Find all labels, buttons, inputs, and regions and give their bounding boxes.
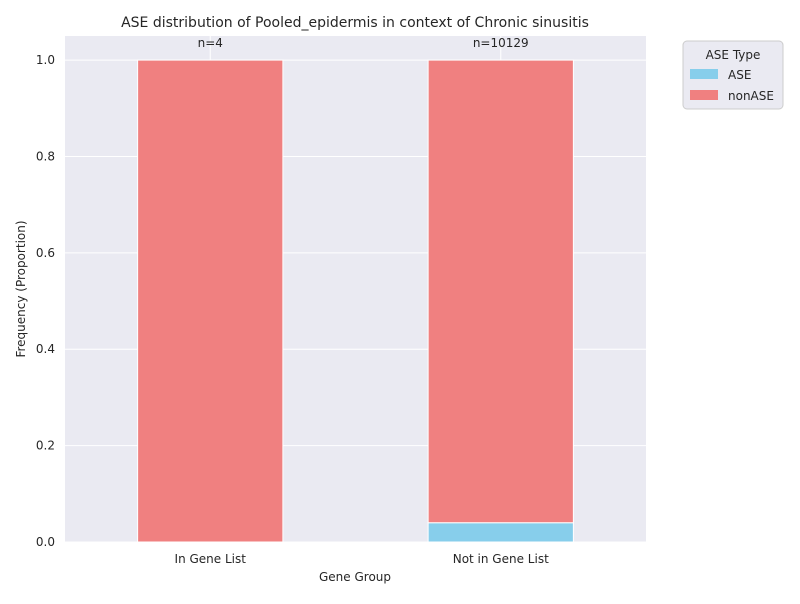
- y-tick-label: 0.6: [36, 246, 55, 260]
- x-tick-label: In Gene List: [175, 552, 247, 566]
- y-tick-label: 0.0: [36, 535, 55, 549]
- bar-count-label: n=4: [198, 36, 223, 50]
- bar-segment-ase: [427, 522, 574, 543]
- y-axis-ticks: 0.0 0.2 0.4 0.6 0.8 1.0: [36, 53, 55, 549]
- y-tick-label: 1.0: [36, 53, 55, 67]
- legend-swatch-ase: [690, 69, 718, 79]
- legend-label-nonase: nonASE: [728, 89, 774, 103]
- x-axis-ticks: In Gene List Not in Gene List: [175, 552, 550, 566]
- legend-swatch-nonase: [690, 90, 718, 100]
- bar-segment-nonase: [427, 59, 574, 524]
- annotations: n=4 n=10129: [198, 36, 529, 50]
- legend-title: ASE Type: [706, 48, 761, 62]
- legend: ASE Type ASE nonASE: [682, 40, 784, 110]
- x-axis-label: Gene Group: [319, 570, 391, 584]
- y-axis-label: Frequency (Proportion): [14, 220, 28, 357]
- y-tick-label: 0.4: [36, 342, 55, 356]
- y-tick-label: 0.8: [36, 149, 55, 163]
- chart-title: ASE distribution of Pooled_epidermis in …: [121, 15, 589, 31]
- bar-count-label: n=10129: [473, 36, 529, 50]
- y-tick-label: 0.2: [36, 439, 55, 453]
- bar-segment-nonase: [137, 59, 284, 543]
- bars: [137, 59, 574, 543]
- x-tick-label: Not in Gene List: [453, 552, 549, 566]
- legend-label-ase: ASE: [728, 68, 751, 82]
